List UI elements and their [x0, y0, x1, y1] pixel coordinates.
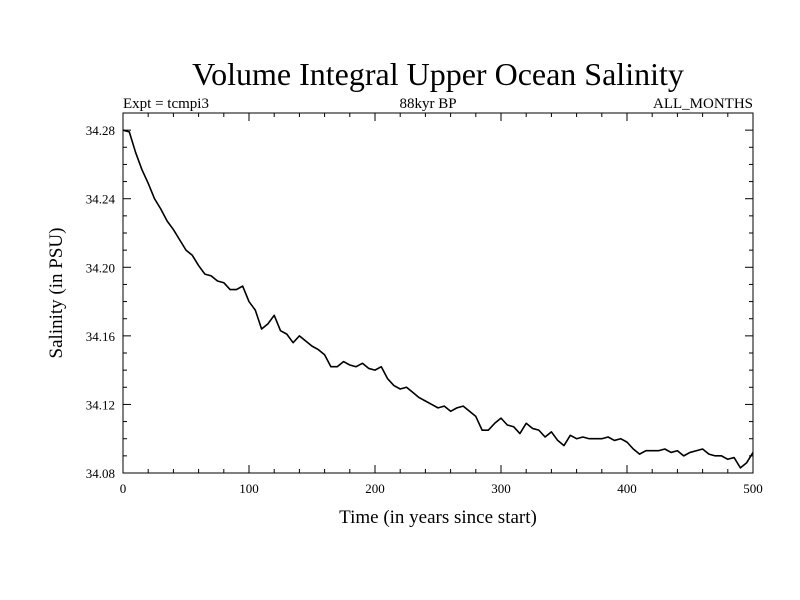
period-label: 88kyr BP	[399, 96, 456, 112]
x-tick-label: 500	[743, 481, 763, 496]
x-tick-label: 400	[617, 481, 637, 496]
chart-title: Volume Integral Upper Ocean Salinity	[192, 56, 684, 92]
x-tick-label: 0	[120, 481, 127, 496]
x-tick-label: 100	[239, 481, 259, 496]
axis-ticks	[122, 112, 754, 474]
salinity-line	[122, 129, 754, 469]
y-tick-label: 34.16	[86, 329, 116, 344]
plot-frame	[122, 112, 754, 474]
y-tick-label: 34.20	[86, 260, 115, 275]
y-tick-label: 34.12	[86, 397, 115, 412]
x-tick-labels: 0 100 200 300 400 500	[120, 481, 763, 496]
y-tick-label: 34.24	[86, 192, 116, 207]
y-tick-labels: 34.08 34.12 34.16 34.20 34.24 34.28	[86, 123, 116, 481]
months-label: ALL_MONTHS	[653, 96, 753, 112]
y-tick-label: 34.08	[86, 466, 115, 481]
y-axis-label: Salinity (in PSU)	[46, 228, 67, 359]
x-tick-label: 200	[365, 481, 385, 496]
x-tick-label: 300	[491, 481, 511, 496]
experiment-label: Expt = tcmpi3	[123, 96, 209, 112]
y-tick-label: 34.28	[86, 123, 115, 138]
x-axis-label: Time (in years since start)	[339, 507, 537, 528]
